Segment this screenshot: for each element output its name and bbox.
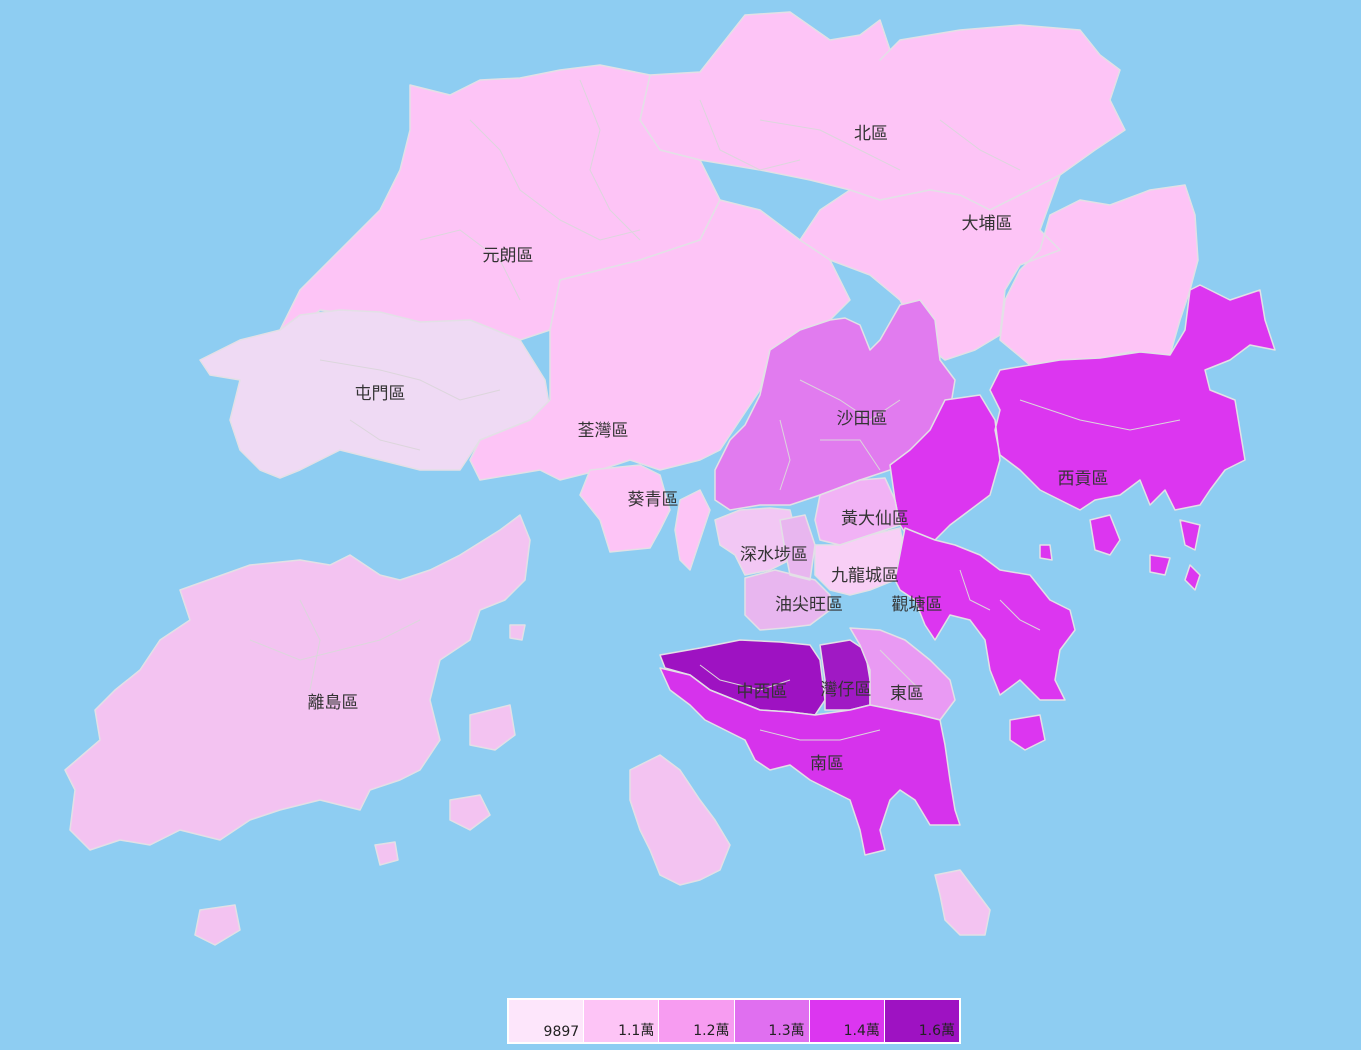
label-yautsimmong: 油尖旺區 xyxy=(775,595,843,615)
label-tuenmun: 屯門區 xyxy=(355,384,406,404)
label-wongtaisin: 黃大仙區 xyxy=(841,509,909,529)
label-shamshuipo: 深水埗區 xyxy=(740,545,808,565)
district-wongtaisin[interactable] xyxy=(814,477,901,546)
constituency-boundaries xyxy=(249,79,1181,741)
district-yautsimmong[interactable] xyxy=(744,514,831,631)
district-kwaitsing[interactable] xyxy=(579,464,711,571)
legend-item: 9897 xyxy=(509,1000,585,1042)
label-shatin: 沙田區 xyxy=(837,409,888,429)
label-yuenlong: 元朗區 xyxy=(483,246,534,266)
label-tsuenwan: 荃灣區 xyxy=(578,421,629,441)
district-islands[interactable] xyxy=(64,514,991,946)
label-saikung: 西貢區 xyxy=(1058,469,1109,489)
district-north[interactable] xyxy=(639,11,1126,211)
legend-label: 1.6萬 xyxy=(918,1023,956,1039)
legend-label: 1.4萬 xyxy=(843,1023,880,1039)
label-taipo: 大埔區 xyxy=(962,214,1013,234)
color-legend: 9897 1.1萬 1.2萬 1.3萬 1.4萬 1.6萬 xyxy=(507,998,961,1044)
district-tuenmun[interactable] xyxy=(199,309,551,479)
label-centralwestern: 中西區 xyxy=(737,682,788,702)
district-tsuenwan[interactable] xyxy=(469,199,851,481)
label-wanchai: 灣仔區 xyxy=(821,680,872,700)
legend-item: 1.1萬 xyxy=(584,1000,660,1042)
legend-label: 9897 xyxy=(543,1024,580,1040)
label-kwuntong: 觀塘區 xyxy=(892,595,943,615)
label-islands: 離島區 xyxy=(308,693,359,713)
label-north: 北區 xyxy=(854,124,888,144)
label-southern: 南區 xyxy=(810,754,844,774)
label-kwaitsing: 葵青區 xyxy=(628,490,679,510)
district-labels: 北區 大埔區 元朗區 屯門區 荃灣區 葵青區 沙田區 西貢區 黃大仙區 深水埗區… xyxy=(308,124,1109,774)
legend-item: 1.2萬 xyxy=(659,1000,735,1042)
legend-label: 1.3萬 xyxy=(768,1023,805,1039)
legend-item: 1.6萬 xyxy=(884,1000,960,1042)
district-southern[interactable] xyxy=(659,667,961,856)
district-kwuntong[interactable] xyxy=(894,527,1076,751)
label-kowlooncity: 九龍城區 xyxy=(831,566,899,586)
label-eastern: 東區 xyxy=(890,684,924,704)
legend-label: 1.1萬 xyxy=(618,1023,655,1039)
legend-item: 1.4萬 xyxy=(809,1000,885,1042)
legend-label: 1.2萬 xyxy=(693,1023,730,1039)
legend-item: 1.3萬 xyxy=(734,1000,810,1042)
